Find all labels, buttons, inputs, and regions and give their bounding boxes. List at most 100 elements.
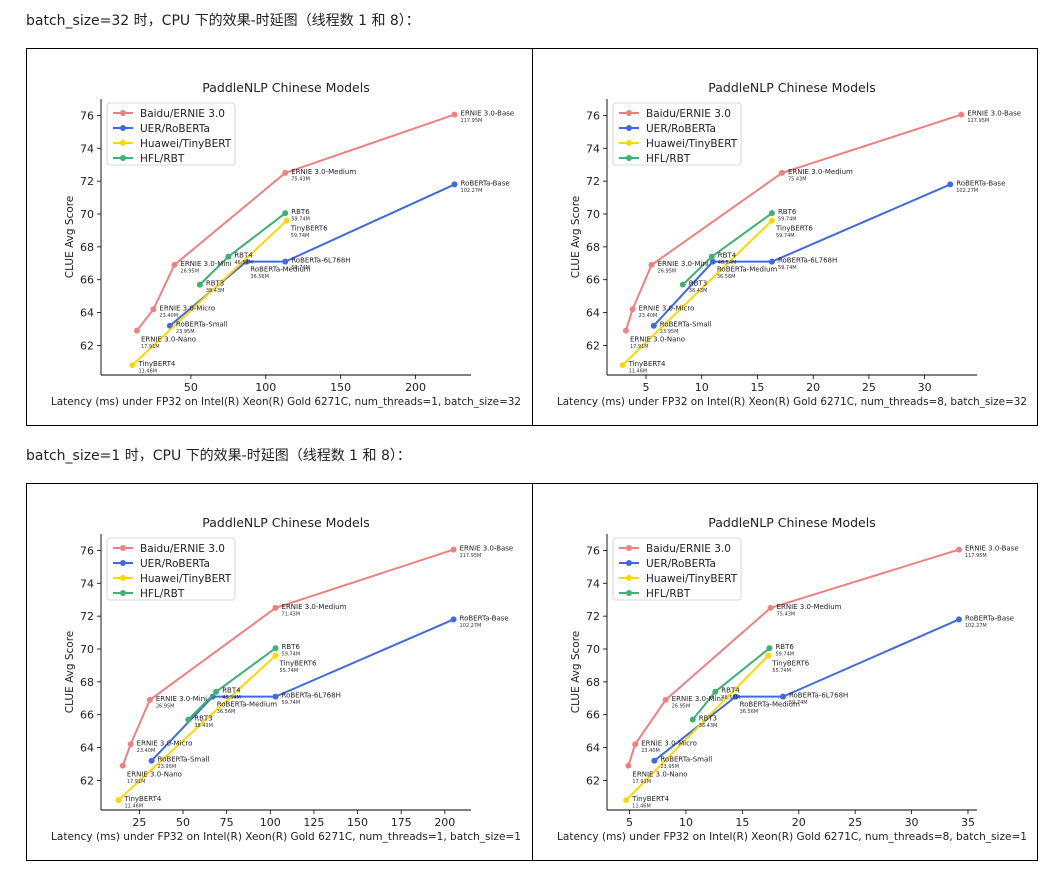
point-label-roberta-medium: RoBERTa-Medium: [717, 266, 778, 274]
point-params-ernie-3-0-micro: 23.40M: [641, 748, 660, 754]
point-label-roberta-small: RoBERTa-Small: [660, 321, 712, 329]
x-tick-label: 5: [643, 381, 650, 394]
legend-marker-baidu-ernie-3-0: [120, 110, 126, 116]
point-params-rbt6: 59.74M: [778, 217, 797, 223]
data-point-rbt4: [213, 688, 220, 695]
legend-label-huawei-tinybert: Huawei/TinyBERT: [646, 138, 738, 150]
point-params-rbt3: 38.43M: [206, 288, 225, 294]
data-point-ernie-3-0-mini: [146, 696, 153, 703]
point-params-rbt4: 46.54M: [718, 260, 737, 266]
point-label-roberta-small: RoBERTa-Small: [660, 756, 712, 764]
data-point-rbt3: [689, 716, 696, 723]
series-line-huawei-tinybert: [131, 219, 288, 366]
x-tick-label: 10: [695, 381, 709, 394]
y-tick-label: 64: [80, 307, 94, 320]
point-params-tinybert4: 11.46M: [632, 804, 651, 810]
y-tick-label: 76: [80, 109, 94, 122]
point-label-ernie-3-0-medium: ERNIE 3.0-Medium: [282, 603, 347, 611]
point-label-ernie-3-0-micro: ERNIE 3.0-Micro: [159, 304, 215, 312]
legend-marker-huawei-tinybert: [120, 140, 126, 146]
point-params-rbt4: 46.54M: [721, 695, 740, 701]
point-params-ernie-3-0-nano: 17.91M: [141, 344, 160, 350]
point-label-ernie-3-0-base: ERNIE 3.0-Base: [461, 110, 515, 118]
point-params-roberta-small: 23.95M: [660, 329, 679, 335]
data-point-roberta-small: [148, 757, 155, 764]
point-params-ernie-3-0-micro: 23.40M: [137, 748, 156, 754]
point-label-tinybert4: TinyBERT4: [123, 795, 161, 803]
point-params-roberta-6l768h: 59.74M: [778, 265, 797, 271]
x-tick-label: 25: [862, 381, 876, 394]
y-axis-label: CLUE Avg Score: [570, 631, 582, 714]
x-tick-label: 30: [905, 816, 919, 829]
point-params-rbt3: 38.43M: [699, 723, 718, 729]
point-params-tinybert4: 11.46M: [124, 804, 143, 810]
point-label-ernie-3-0-base: ERNIE 3.0-Base: [460, 545, 514, 553]
y-tick-label: 68: [586, 241, 600, 254]
chart-title: PaddleNLP Chinese Models: [708, 80, 875, 95]
legend-label-uer-roberta: UER/RoBERTa: [646, 123, 716, 135]
legend-marker-hfl-rbt: [120, 590, 126, 596]
point-params-rbt6: 59.74M: [282, 652, 301, 658]
point-label-tinybert4: TinyBERT4: [137, 360, 175, 368]
y-axis-label: CLUE Avg Score: [570, 196, 582, 279]
point-params-tinybert6: 55.74M: [772, 668, 791, 674]
point-params-tinybert6: 55.74M: [280, 668, 299, 674]
point-params-tinybert6: 59.74M: [776, 233, 795, 239]
x-tick-label: 30: [918, 381, 932, 394]
data-point-roberta-6l768h: [768, 258, 775, 265]
point-label-roberta-base: RoBERTa-Base: [956, 179, 1005, 187]
x-axis-label: Latency (ms) under FP32 on Intel(R) Xeon…: [557, 831, 1027, 843]
legend-label-huawei-tinybert: Huawei/TinyBERT: [140, 138, 232, 150]
point-params-roberta-base: 102.27M: [965, 623, 987, 629]
data-point-roberta-medium: [209, 693, 216, 700]
point-params-ernie-3-0-base: 117.95M: [965, 553, 987, 559]
data-point-roberta-small: [651, 757, 658, 764]
chart-table-batch32: PaddleNLP Chinese Models 62 64 66 68 70 72 74 76…: [26, 48, 1038, 426]
point-label-ernie-3-0-micro: ERNIE 3.0-Micro: [639, 304, 695, 312]
point-params-rbt3: 38.43M: [689, 288, 708, 294]
data-point-ernie-3-0-mini: [648, 261, 655, 268]
legend-label-baidu-ernie-3-0: Baidu/ERNIE 3.0: [140, 543, 225, 555]
y-tick-label: 76: [586, 109, 600, 122]
x-tick-label: 15: [735, 816, 749, 829]
point-label-ernie-3-0-nano: ERNIE 3.0-Nano: [127, 771, 182, 779]
chart-title: PaddleNLP Chinese Models: [708, 515, 875, 530]
point-params-roberta-6l768h: 59.74M: [291, 265, 310, 271]
point-params-tinybert6: 59.74M: [291, 233, 310, 239]
point-label-tinybert6: TinyBERT6: [775, 225, 813, 233]
y-tick-label: 72: [586, 175, 600, 188]
y-tick-label: 66: [80, 274, 94, 287]
data-point-rbt4: [708, 253, 715, 260]
legend-label-baidu-ernie-3-0: Baidu/ERNIE 3.0: [140, 108, 225, 120]
data-point-rbt6: [766, 645, 773, 652]
data-point-ernie-3-0-medium: [282, 169, 289, 176]
data-point-roberta-6l768h: [282, 258, 289, 265]
point-params-tinybert4: 11.46M: [629, 369, 648, 375]
y-tick-label: 62: [586, 339, 600, 352]
point-label-roberta-small: RoBERTa-Small: [176, 321, 228, 329]
legend-label-uer-roberta: UER/RoBERTa: [140, 123, 210, 135]
x-tick-label: 150: [347, 816, 368, 829]
x-tick-label: 25: [132, 816, 146, 829]
y-tick-label: 70: [80, 643, 94, 656]
point-params-roberta-base: 102.27M: [460, 623, 482, 629]
x-tick-label: 125: [303, 816, 324, 829]
point-label-rbt4: RBT4: [718, 252, 737, 260]
point-params-ernie-3-0-nano: 17.91M: [632, 779, 651, 785]
legend-box: [612, 537, 742, 601]
point-params-roberta-medium: 36.56M: [717, 274, 736, 280]
series-line-huawei-tinybert: [117, 654, 277, 801]
point-label-rbt6: RBT6: [291, 208, 310, 216]
point-label-ernie-3-0-mini: ERNIE 3.0-Mini: [658, 260, 709, 268]
data-point-ernie-3-0-micro: [127, 741, 134, 748]
legend-marker-uer-roberta: [626, 125, 632, 131]
point-params-ernie-3-0-nano: 17.91M: [127, 779, 146, 785]
point-label-ernie-3-0-micro: ERNIE 3.0-Micro: [137, 739, 193, 747]
data-point-ernie-3-0-nano: [622, 327, 629, 334]
point-label-roberta-base: RoBERTa-Base: [461, 179, 510, 187]
legend-marker-uer-roberta: [626, 560, 632, 566]
x-axis-label: Latency (ms) under FP32 on Intel(R) Xeon…: [557, 396, 1027, 408]
point-label-roberta-small: RoBERTa-Small: [158, 756, 210, 764]
point-params-roberta-small: 23.95M: [158, 764, 177, 770]
data-point-tinybert6: [283, 217, 290, 224]
